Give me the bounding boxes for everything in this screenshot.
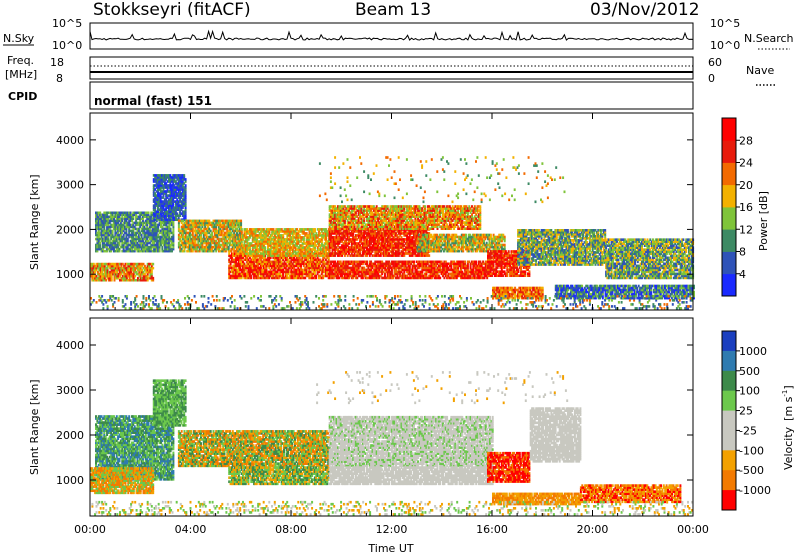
echo-cell <box>152 267 154 270</box>
freq-tick-left-top: 18 <box>50 56 64 69</box>
echo-cell <box>185 178 187 181</box>
freq-tick-left-bottom: 8 <box>56 72 63 85</box>
echo-cell <box>170 228 172 231</box>
nsky-strip: N.Sky 10^5 10^0 10^5 10^0 N.Search <box>3 17 794 52</box>
echo-cell <box>148 212 150 215</box>
cpid-label: CPID <box>8 90 37 103</box>
nave-label: Nave <box>746 64 774 77</box>
nsearch-label: N.Search <box>744 32 794 45</box>
freq-frame <box>90 57 693 79</box>
cpid-value: normal (fast) 151 <box>94 94 212 108</box>
nsky-label: N.Sky <box>3 32 35 45</box>
echo-cell <box>152 263 154 266</box>
freq-label: Freq. <box>7 54 34 67</box>
nsky-tick-right-bottom: 10^0 <box>710 39 740 52</box>
nsky-tick-right-top: 10^5 <box>710 17 740 30</box>
nsky-frame <box>90 23 693 49</box>
freq-unit-label: [MHz] <box>5 68 37 81</box>
nsky-tick-left-top: 10^5 <box>52 17 82 30</box>
echo-cell <box>185 184 187 187</box>
cpid-strip: CPID normal (fast) 151 <box>8 82 693 109</box>
freq-tick-right-bottom: 0 <box>708 72 715 85</box>
echo-cell <box>152 277 154 280</box>
radar-figure: N.Sky 10^5 10^0 10^5 10^0 N.Search Freq.… <box>0 0 800 554</box>
power-cells <box>90 156 695 310</box>
echo-cell <box>183 174 185 177</box>
freq-strip: Freq. [MHz] 18 8 60 0 Nave <box>5 54 776 85</box>
nsky-tick-left-bottom: 10^0 <box>52 39 82 52</box>
freq-tick-right-top: 60 <box>708 56 722 69</box>
